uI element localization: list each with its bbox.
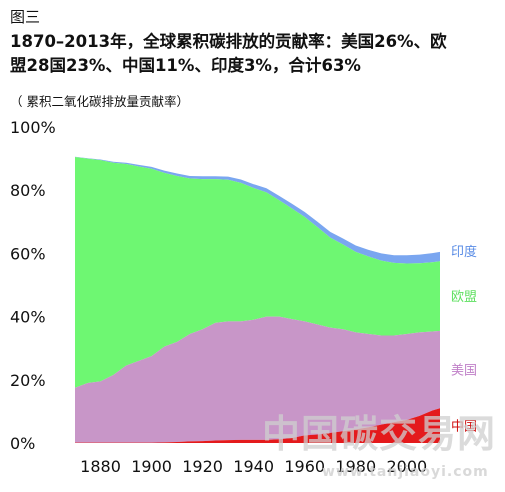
figure-label: 图三 (10, 8, 41, 26)
chart-title-line-2: 盟28国23%、中国11%、印度3%，合计63% (10, 56, 361, 75)
y-tick-label: 100% (10, 118, 56, 137)
watermark-url-text: www.tanjiaoyi.com (322, 464, 489, 480)
area-eu (75, 157, 440, 388)
y-tick-label: 40% (10, 308, 46, 327)
chart-title-line-1: 1870–2013年，全球累积碳排放的贡献率：美国26%、欧 (10, 32, 447, 51)
y-axis-subtitle: （ 累积二氧化碳排放量贡献率） (10, 94, 189, 109)
x-tick-label: 1980 (335, 457, 376, 476)
y-tick-label: 60% (10, 244, 46, 263)
y-tick-label: 80% (10, 181, 46, 200)
label-china: 中国 (451, 420, 477, 435)
x-tick-label: 1960 (284, 457, 325, 476)
area-layers (75, 156, 440, 443)
x-tick-label: 2000 (386, 457, 427, 476)
watermark-main-text: 中国碳交易网 (262, 412, 496, 456)
area-usa (75, 316, 440, 443)
x-tick-label: 1920 (182, 457, 223, 476)
x-tick-label: 1940 (233, 457, 274, 476)
x-tick-label: 1900 (131, 457, 172, 476)
label-usa: 美国 (451, 364, 477, 379)
label-eu: 欧盟 (451, 290, 477, 305)
x-tick-label: 1880 (80, 457, 121, 476)
x-tick-labels: 1880 1900 1920 1940 1960 1980 2000 (80, 457, 427, 476)
area-china (75, 408, 440, 443)
y-tick-labels: 0% 20% 40% 60% 80% 100% (10, 118, 56, 453)
watermark: 中国碳交易网 www.tanjiaoyi.com (262, 412, 496, 480)
label-india: 印度 (451, 244, 477, 260)
y-tick-label: 20% (10, 371, 46, 390)
y-tick-label: 0% (10, 434, 35, 453)
chart-title: 1870–2013年，全球累积碳排放的贡献率：美国26%、欧 盟28国23%、中… (10, 30, 500, 78)
